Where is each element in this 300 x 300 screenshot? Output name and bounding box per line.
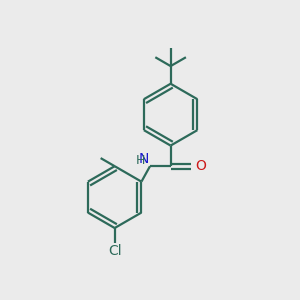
Text: N: N: [138, 152, 148, 166]
Text: O: O: [195, 159, 206, 173]
Text: Cl: Cl: [108, 244, 122, 258]
Text: H: H: [136, 154, 145, 167]
